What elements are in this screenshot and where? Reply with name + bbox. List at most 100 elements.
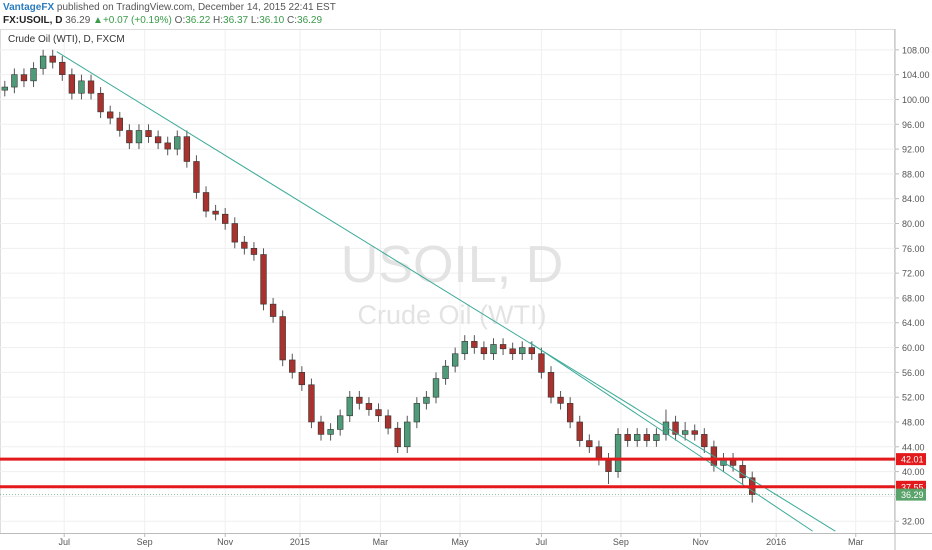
candle-body xyxy=(97,92,104,113)
candle-body xyxy=(49,55,56,63)
candle-body xyxy=(279,316,286,361)
candle-body xyxy=(39,55,47,69)
y-tick-label: 84.00 xyxy=(902,194,925,204)
candle-body xyxy=(289,359,296,373)
watermark: USOIL, D xyxy=(341,236,564,294)
candle-body xyxy=(605,458,612,472)
candle-body xyxy=(643,434,650,441)
candle-body xyxy=(701,434,708,448)
candle-body xyxy=(413,403,421,423)
candle-body xyxy=(87,80,95,94)
x-tick-label: Nov xyxy=(217,537,234,547)
candle-body xyxy=(193,161,200,193)
y-tick-label: 32.00 xyxy=(902,517,925,527)
drawings xyxy=(0,51,895,532)
y-tick-label: 56.00 xyxy=(902,368,925,378)
candle-body xyxy=(423,396,430,404)
y-tick-label: 52.00 xyxy=(902,393,925,403)
x-tick-label: Mar xyxy=(373,537,389,547)
candle-body xyxy=(586,440,593,448)
candle-body xyxy=(595,446,603,460)
x-tick-label: Sep xyxy=(613,537,629,547)
header: VantageFX published on TradingView.com, … xyxy=(3,1,336,27)
candle-body xyxy=(269,303,277,317)
y-tick-label: 96.00 xyxy=(902,120,925,130)
y-tick-label: 64.00 xyxy=(902,318,925,328)
candle-body xyxy=(231,223,238,243)
candle-body xyxy=(11,74,18,88)
ohlc-value: 36.22 xyxy=(185,15,211,26)
candle-body xyxy=(317,421,325,435)
candle-body xyxy=(432,378,440,398)
candle-body xyxy=(78,80,85,94)
candle-body xyxy=(135,130,143,144)
y-tick-label: 68.00 xyxy=(902,293,925,303)
candle-body xyxy=(691,430,698,435)
y-tick-label: 92.00 xyxy=(902,145,925,155)
x-tick-label: Sep xyxy=(137,537,153,547)
published: published on TradingView.com, December 1… xyxy=(56,2,336,13)
ohlc-label: L: xyxy=(250,15,260,26)
up-arrow: ▲ xyxy=(93,15,103,26)
candle-body xyxy=(519,347,526,355)
y-tick-label: 48.00 xyxy=(902,417,925,427)
legend-title: Crude Oil (WTI), D, FXCM xyxy=(8,34,125,45)
candle-body xyxy=(461,341,468,355)
candle-body xyxy=(202,192,210,212)
y-tick-label: 104.00 xyxy=(902,70,930,80)
candle-body xyxy=(337,415,344,430)
ohlc-l: L:36.10 xyxy=(251,15,284,26)
ohlc-o: O:36.22 xyxy=(175,15,211,26)
candle-body xyxy=(68,74,76,94)
y-tick-label: 44.00 xyxy=(902,442,925,452)
candle-body xyxy=(154,136,162,144)
ohlc-label: C: xyxy=(287,15,298,26)
quote-line: FX:USOIL, D 36.29 ▲+0.07 (+0.19%) O:36.2… xyxy=(3,14,336,27)
candle-body xyxy=(183,136,191,162)
candle-body xyxy=(739,465,746,479)
trend-line xyxy=(529,342,813,532)
candle-body xyxy=(509,348,516,355)
candle-body xyxy=(212,210,219,215)
y-tick-label: 108.00 xyxy=(902,45,930,55)
author[interactable]: VantageFX xyxy=(3,2,55,13)
candle-body xyxy=(356,396,363,404)
trend-line xyxy=(56,51,836,532)
candle-body xyxy=(346,396,353,417)
candle-body xyxy=(365,403,373,410)
candle-body xyxy=(126,130,133,144)
candle-body xyxy=(480,347,488,355)
candle-body xyxy=(174,136,181,150)
axes: 32.0036.0040.0044.0048.0052.0056.0060.00… xyxy=(58,45,929,547)
candle-body xyxy=(557,396,564,404)
candle-body xyxy=(30,68,37,82)
candle-body xyxy=(250,248,258,255)
ohlc-value: 36.29 xyxy=(297,15,323,26)
candle-body xyxy=(20,74,28,82)
candle-body xyxy=(672,421,679,435)
candle-body xyxy=(576,421,583,441)
candle-body xyxy=(653,434,660,441)
candle-body xyxy=(164,142,171,150)
candles xyxy=(1,49,756,503)
ohlc-value: 36.37 xyxy=(223,15,249,26)
ohlc-label: O: xyxy=(174,15,186,26)
candle-body xyxy=(566,403,574,423)
candle-body xyxy=(145,130,152,137)
candle-body xyxy=(528,347,536,355)
candle-body xyxy=(634,434,641,441)
candle-body xyxy=(107,111,114,119)
candle-body xyxy=(471,341,478,348)
candle-body xyxy=(298,372,306,386)
symbol: FX:USOIL, D xyxy=(3,15,63,26)
level-label: 42.01 xyxy=(901,455,924,465)
candle-body xyxy=(394,427,401,448)
x-tick-label: Jul xyxy=(536,537,548,547)
candle-body xyxy=(614,434,622,472)
candle-body xyxy=(260,254,267,305)
candle-body xyxy=(442,365,449,379)
candle-body xyxy=(1,86,8,91)
candle-body xyxy=(222,213,229,224)
